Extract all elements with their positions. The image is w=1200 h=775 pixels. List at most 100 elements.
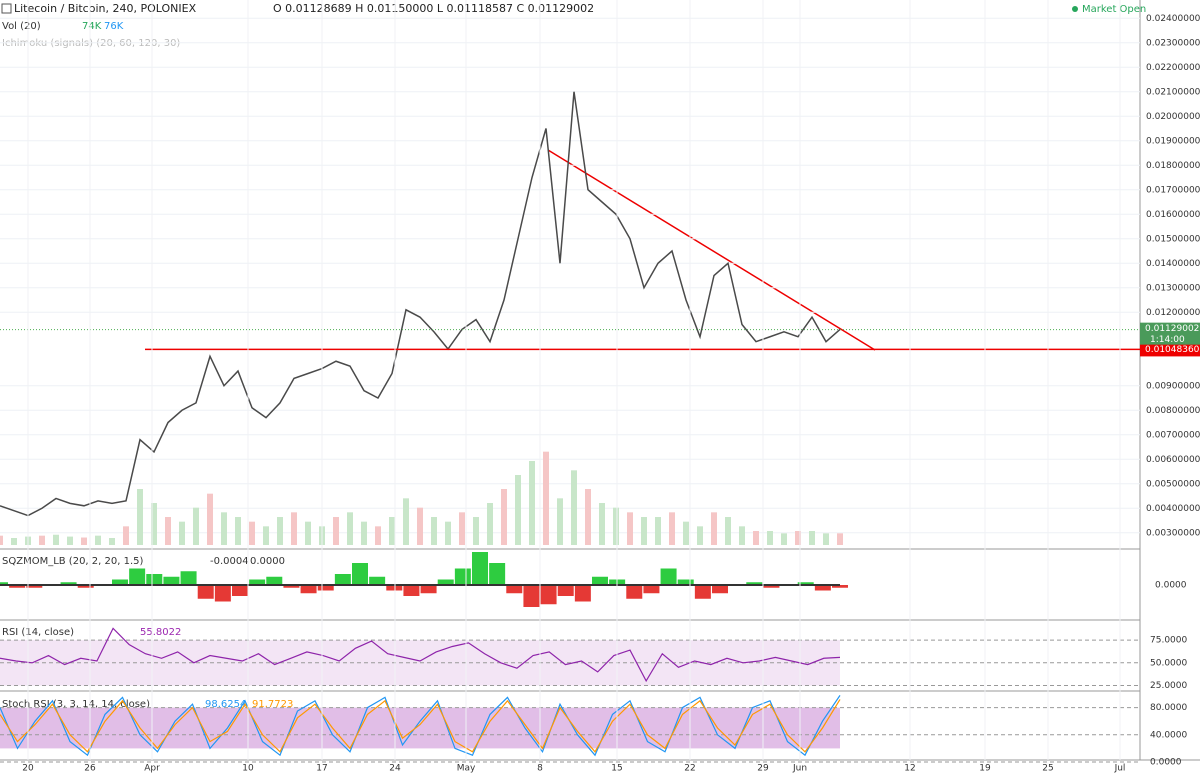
countdown: 1:14:00	[1150, 335, 1185, 345]
vol-value: 74K	[82, 21, 102, 32]
volume-bar	[431, 517, 437, 545]
volume-bar	[11, 538, 17, 545]
volume-bar	[837, 533, 843, 545]
volume-bar	[277, 517, 283, 545]
trend-line[interactable]	[547, 149, 876, 351]
ichimoku-label: Ichimoku (signals) (20, 60, 120, 30)	[2, 38, 180, 49]
volume-bar	[333, 517, 339, 545]
volume-bar	[249, 521, 255, 545]
volume-bar	[193, 507, 199, 545]
volume-bar	[459, 512, 465, 545]
volume-bar	[347, 512, 353, 545]
volume-bar	[417, 507, 423, 545]
price-tick-label: 0.00800000	[1146, 406, 1200, 416]
price-tick-label: 0.02100000	[1146, 87, 1200, 97]
sqz-bar	[300, 585, 317, 594]
sqz-bar	[0, 582, 8, 585]
price-tick-label: 0.01300000	[1146, 283, 1200, 293]
volume-bar	[809, 531, 815, 545]
rsi-value: 55.8022	[140, 627, 181, 638]
volume-bar	[641, 517, 647, 545]
volume-bar	[445, 521, 451, 545]
sqz-bar	[9, 585, 26, 588]
volume-bar	[501, 489, 507, 545]
sqz-bar	[454, 568, 471, 585]
support-tag	[1140, 342, 1200, 357]
date-label: 22	[684, 764, 695, 774]
sqz-bar	[506, 585, 523, 594]
icon[interactable]	[1, 3, 12, 14]
price-tick-label: 0.01500000	[1146, 234, 1200, 244]
price-tick-label: 0.00300000	[1146, 528, 1200, 538]
sqz-bar	[317, 585, 334, 591]
sqz-bar	[523, 585, 540, 607]
stoch_rsi-line	[0, 695, 841, 757]
sqz-bar	[472, 552, 488, 585]
vol-label: Vol (20)	[2, 21, 41, 32]
sqz-bar	[420, 585, 437, 594]
price-line	[0, 91, 841, 517]
sqz-bar	[180, 571, 197, 585]
date-label: May	[457, 764, 476, 774]
stoch-label: Stoch RSI (3, 3, 14, 14, close)	[2, 699, 150, 710]
volume-bar	[487, 503, 493, 545]
stoch-k: 98.6254	[205, 699, 246, 710]
volume-bar	[137, 489, 143, 545]
price-tick-label: 0.00600000	[1146, 455, 1200, 465]
volume-bar	[81, 537, 87, 545]
price-tick-label: 0.02400000	[1146, 14, 1200, 24]
volume-bar	[403, 498, 409, 545]
volume-bar	[95, 535, 101, 545]
volume-bar	[151, 503, 157, 545]
date-label: 20	[22, 764, 34, 774]
volume-bar	[739, 526, 745, 545]
volume-bar	[361, 521, 367, 545]
sqz-bar	[489, 563, 506, 585]
sqz-bar	[592, 576, 608, 585]
sqz-bar	[26, 585, 43, 588]
vol-ma: 76K	[104, 21, 124, 32]
sqz-bar	[746, 582, 763, 585]
sqz-tick: 0.0000	[1155, 581, 1187, 591]
last-price-tag	[1140, 322, 1200, 345]
stoch_rsi-tick: 80.0000	[1150, 703, 1187, 713]
sqz-bar	[334, 574, 351, 585]
volume-bar	[235, 517, 241, 545]
volume-bar	[263, 526, 269, 545]
date-label: Jul	[1114, 764, 1126, 774]
date-label: 24	[389, 764, 401, 774]
sqz-bar	[712, 585, 728, 594]
sqz-label: SQZMOM_LB (20, 2, 20, 1.5)	[2, 556, 143, 567]
rsi-tick: 25.0000	[1150, 681, 1187, 691]
sqz-bar	[369, 576, 386, 585]
price-tick-label: 0.02200000	[1146, 63, 1200, 73]
volume-bar	[39, 535, 45, 545]
volume-bar	[165, 517, 171, 545]
volume-bar	[795, 531, 801, 545]
volume-bar	[767, 531, 773, 545]
rsi-tick: 75.0000	[1150, 636, 1187, 646]
date-label: 12	[904, 764, 915, 774]
sqz-bar	[677, 579, 694, 585]
volume-bar	[543, 451, 549, 545]
stoch_rsi-tick: 0.0000	[1150, 758, 1182, 768]
volume-bar	[305, 521, 311, 545]
sqz-bar	[540, 585, 557, 605]
volume-bar	[557, 498, 563, 545]
date-label: Jun	[792, 764, 807, 774]
volume-bar	[697, 526, 703, 545]
sqz-v1: -0.0004	[210, 556, 249, 567]
symbol: Litecoin / Bitcoin, 240, POLONIEX	[14, 2, 197, 15]
sqz-bar	[146, 574, 163, 585]
volume-bar	[571, 470, 577, 545]
stoch_rsi-line	[0, 699, 841, 753]
sqz-bar	[763, 585, 780, 588]
stoch_rsi-tick: 40.0000	[1150, 730, 1187, 740]
date-label: Apr	[144, 764, 160, 774]
volume-bar	[473, 517, 479, 545]
rsi-label: RSI (14, close)	[2, 627, 74, 638]
price-tick-label: 0.02000000	[1146, 112, 1200, 122]
sqz-bar	[197, 585, 214, 599]
rsi-line	[0, 627, 841, 683]
